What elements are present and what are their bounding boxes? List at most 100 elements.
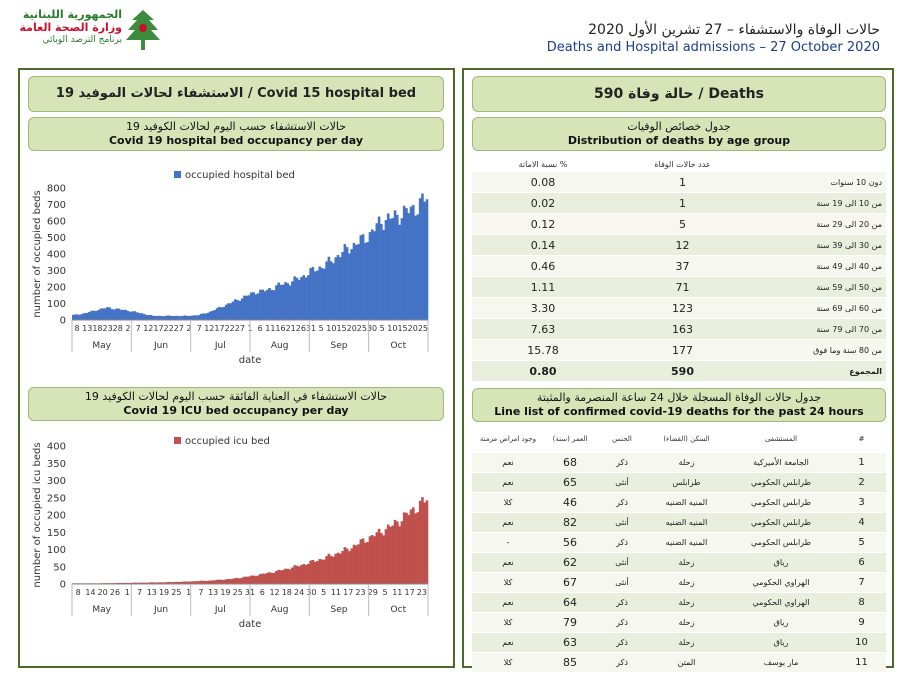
- x-day-tick: 5: [319, 324, 324, 333]
- chronic-cell: نعم: [472, 472, 544, 493]
- chart-bar: [339, 553, 342, 584]
- chart-bar: [350, 548, 353, 584]
- deaths-line-list-table: وجود امراض مزمنة العمر (سنة) الجنس السكن…: [472, 425, 886, 673]
- hospital-cell: رياق: [725, 552, 837, 573]
- hospital-cell: طرابلس الحكومي: [725, 532, 837, 553]
- x-day-tick: 10: [387, 324, 397, 333]
- x-day-tick: 25: [357, 324, 367, 333]
- chart-bar: [124, 309, 128, 320]
- x-day-tick: 16: [275, 324, 285, 333]
- chart-bar: [234, 299, 237, 320]
- age-cell: 82: [544, 512, 596, 533]
- chart-bar: [129, 311, 132, 320]
- chart-bar: [350, 249, 353, 320]
- chart-bar: [142, 313, 146, 320]
- residence-cell: طرابلس: [648, 472, 725, 493]
- y-tick-label: 700: [47, 200, 66, 211]
- chart-bar: [316, 561, 319, 584]
- line-col-number: #: [837, 425, 886, 453]
- chart-bar: [78, 314, 82, 320]
- chart-bar: [156, 582, 160, 584]
- row-number-cell: 5: [837, 532, 886, 553]
- x-axis-label: date: [239, 355, 262, 366]
- chart-bar: [386, 524, 390, 584]
- chart-bar: [110, 309, 114, 320]
- age-deaths-cell: 5: [614, 213, 751, 235]
- age-group-cell: دون 10 سنوات: [751, 172, 886, 193]
- age-cell: 79: [544, 612, 596, 633]
- x-day-tick: 27: [174, 324, 184, 333]
- icu-bed-chart: occupied icu bed 0 50 100 150 200 250 300 350 400…: [32, 436, 429, 630]
- ministry-logo: الجمهورية اللبنانية وزارة الصحة العامة ب…: [12, 8, 162, 52]
- chart-bar: [307, 275, 310, 320]
- chart-bar: [281, 570, 285, 584]
- y-tick-label: 150: [47, 528, 66, 539]
- chart-bar: [115, 308, 118, 320]
- chart-bar: [208, 580, 212, 584]
- chart-bar: [192, 315, 196, 320]
- chart-bar: [414, 513, 417, 584]
- age-table-row: 1.11 71 من 50 الى 59 سنة: [472, 276, 886, 298]
- chart-bar: [391, 218, 395, 320]
- chart-bar: [190, 581, 194, 584]
- chart-bar: [208, 311, 212, 320]
- chart-bar: [176, 315, 180, 320]
- chart-bar: [386, 213, 390, 320]
- chart-bar: [389, 526, 392, 584]
- chart-bar: [345, 548, 349, 584]
- total-deaths-cell: 590: [614, 360, 751, 382]
- chart-bar: [113, 309, 116, 320]
- age-subtitle-ar: جدول خصائص الوفيات: [627, 120, 731, 133]
- chart-bar: [354, 244, 358, 320]
- chart-bar: [240, 298, 244, 320]
- icu-subtitle-ar: حالات الاستشفاء في العناية الفائقة حسب ا…: [84, 390, 388, 403]
- chart-bar: [265, 572, 269, 584]
- chart-bar: [197, 315, 201, 320]
- chart-bar: [332, 556, 335, 584]
- row-number-cell: 11: [837, 652, 886, 673]
- age-pct-cell: 0.14: [472, 234, 614, 256]
- chart-bar: [279, 284, 283, 320]
- chart-bar: [277, 282, 280, 320]
- chart-bar: [423, 502, 427, 584]
- x-day-tick: 12: [143, 324, 153, 333]
- chart-bar: [199, 313, 203, 320]
- age-subtitle-en: Distribution of deaths by age group: [567, 134, 791, 147]
- x-day-tick: 2: [186, 324, 191, 333]
- chart-bar: [313, 561, 317, 584]
- chart-bar: [97, 310, 100, 320]
- chart-bar: [293, 276, 296, 320]
- line-list-subtitle: جدول حالات الوفاة المسجلة خلال 24 ساعة ا…: [472, 388, 886, 422]
- x-month-label: May: [92, 341, 111, 351]
- chart-bar: [243, 295, 246, 320]
- x-day-tick: 25: [418, 324, 428, 333]
- chart-bar: [414, 215, 417, 320]
- x-month-label: Sep: [331, 341, 348, 351]
- sex-cell: ذكر: [596, 632, 648, 653]
- chart-bar: [72, 314, 75, 320]
- age-cell: 64: [544, 592, 596, 613]
- chart-bar: [172, 316, 175, 320]
- line-col-chronic: وجود امراض مزمنة: [472, 425, 544, 453]
- chart-bar: [245, 576, 249, 584]
- age-cell: 67: [544, 572, 596, 593]
- age-group-cell: من 50 الى 59 سنة: [751, 276, 886, 298]
- x-day-tick: 17: [214, 324, 224, 333]
- chart-bar: [192, 581, 196, 584]
- chart-bar: [122, 309, 125, 320]
- x-day-tick: 20: [408, 324, 418, 333]
- x-day-tick: 7: [197, 324, 202, 333]
- chart-bar: [142, 582, 146, 584]
- chart-bar: [135, 312, 139, 320]
- x-day-tick: 28: [113, 324, 123, 333]
- residence-cell: زحلة: [648, 552, 725, 573]
- age-pct-cell: 3.30: [472, 297, 614, 319]
- chronic-cell: نعم: [472, 453, 544, 473]
- chart-bar: [277, 569, 280, 584]
- chart-bar: [279, 570, 283, 584]
- chart-bar: [389, 218, 392, 320]
- chart-bar: [161, 316, 164, 320]
- chart-bar: [272, 290, 276, 320]
- chart-bar: [211, 580, 214, 584]
- line-col-hospital: المستشفى: [725, 425, 837, 453]
